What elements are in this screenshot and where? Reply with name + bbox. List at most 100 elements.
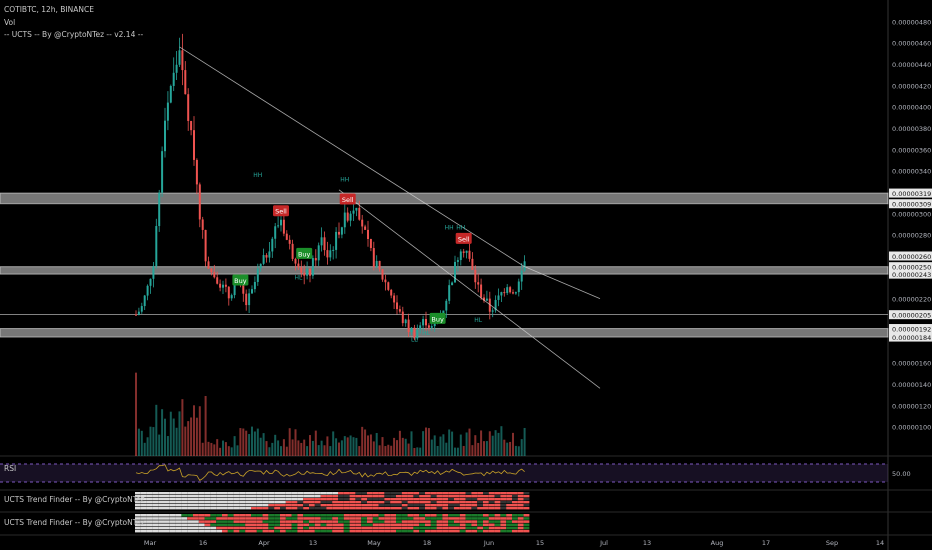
trend-cell [454, 514, 460, 517]
trend-cell [465, 498, 472, 501]
trend-cell [436, 507, 443, 510]
candle-body [135, 314, 137, 316]
trend-cell [430, 501, 437, 504]
trend-cell [285, 504, 292, 507]
time-axis-tick: 18 [423, 539, 431, 547]
trend-cell [454, 501, 460, 504]
trend-cell [222, 529, 228, 533]
trend-cell [280, 498, 286, 501]
volume-bar [477, 442, 480, 456]
trend-cell [233, 492, 240, 495]
trend-cell [268, 514, 275, 517]
trend-cell [274, 507, 280, 510]
price-axis-tick: 0.00000309 [892, 201, 931, 209]
trend-cell [523, 504, 530, 507]
trend-cell [355, 517, 362, 520]
candle-body [468, 250, 471, 259]
trend-cell [204, 501, 211, 504]
trend-cell [500, 504, 507, 507]
trend-cell [297, 507, 304, 510]
price-axis-tick: 0.00000400 [892, 104, 931, 112]
trend-cell [349, 529, 356, 533]
trend-cell [413, 507, 420, 510]
trend-cell [175, 492, 182, 495]
trend-cell [523, 529, 530, 533]
trend-cell [401, 529, 408, 533]
trend-cell [309, 520, 315, 523]
candle-body [375, 260, 378, 267]
trend-cell [413, 529, 420, 533]
trend-finder-1-legend: UCTS Trend Finder -- By @CryptoNTez [4, 495, 145, 504]
trend-cell [367, 492, 373, 495]
trend-cell [303, 495, 309, 498]
trend-cell [309, 526, 315, 530]
trend-cell [500, 529, 507, 533]
trend-cell [169, 529, 176, 533]
trend-cell [198, 498, 205, 501]
trend-cell [187, 529, 193, 533]
trend-cell [274, 520, 280, 523]
trend-cell [245, 504, 251, 507]
candle-body [500, 292, 503, 296]
trend-cell [146, 520, 153, 523]
trend-cell [407, 492, 414, 495]
trend-cell [448, 523, 454, 527]
volume-bar [422, 431, 425, 456]
trend-cell [140, 517, 147, 520]
trend-cell [152, 495, 159, 498]
trend-cell [517, 529, 524, 533]
trend-cell [494, 498, 501, 501]
volume-bar [483, 441, 485, 456]
trend-cell [193, 514, 199, 517]
trend-cell [204, 507, 211, 510]
trend-cell [262, 498, 269, 501]
trend-cell [378, 504, 385, 507]
trend-cell [338, 526, 344, 530]
trend-cell [459, 492, 466, 495]
volume-bar [442, 434, 445, 456]
trend-cell [372, 517, 379, 520]
trend-cell [280, 504, 286, 507]
trend-cell [320, 507, 327, 510]
trend-cell [372, 498, 379, 501]
trend-cell [512, 523, 518, 527]
trend-cell [436, 520, 443, 523]
swing-label: HH [340, 176, 349, 183]
trend-cell [245, 526, 251, 530]
trend-cell [500, 526, 507, 530]
trend-cell [471, 520, 478, 523]
trend-cell [227, 492, 234, 495]
rsi-line [135, 464, 525, 481]
trend-cell [256, 526, 263, 530]
trend-cell [245, 529, 251, 533]
trend-cell [193, 520, 199, 523]
trend-cell [401, 504, 408, 507]
trend-cell [378, 501, 385, 504]
volume-bar [317, 445, 320, 456]
volume-bar [262, 433, 265, 456]
trend-cell [164, 492, 170, 495]
trend-cell [390, 520, 396, 523]
trend-cell [465, 517, 472, 520]
volume-bar [245, 430, 248, 456]
trend-cell [210, 498, 217, 501]
trend-cell [488, 529, 495, 533]
trend-cell [523, 507, 530, 510]
trendline-0 [179, 46, 525, 268]
trend-cell [355, 523, 362, 527]
candle-body [311, 258, 314, 276]
trend-cell [523, 517, 530, 520]
trend-cell [367, 504, 373, 507]
trend-cell [488, 520, 495, 523]
candle-body [372, 248, 375, 267]
trend-cell [367, 514, 373, 517]
trend-cell [204, 514, 211, 517]
volume-bar [282, 439, 285, 456]
volume-bar [137, 428, 140, 456]
trend-cell [407, 498, 414, 501]
trend-cell [436, 498, 443, 501]
trend-cell [465, 501, 472, 504]
trend-cell [361, 517, 367, 520]
trend-cell [361, 504, 367, 507]
